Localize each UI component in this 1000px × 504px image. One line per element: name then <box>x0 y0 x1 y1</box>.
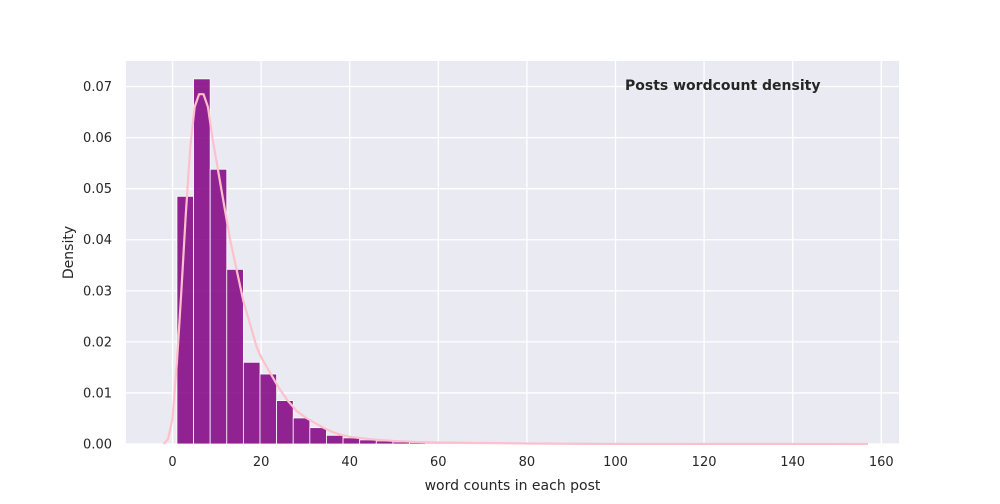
x-tick-label: 60 <box>430 455 447 470</box>
histogram-bar <box>260 374 277 444</box>
histogram-bar <box>243 362 260 444</box>
y-tick-label: 0.06 <box>83 131 112 146</box>
x-tick-label: 0 <box>168 455 176 470</box>
x-axis-label: word counts in each post <box>425 478 601 494</box>
histogram-bar <box>227 269 244 444</box>
x-tick-label: 100 <box>603 455 628 470</box>
y-axis-ticks: 0.00 0.01 0.02 0.03 0.04 0.05 0.06 0.07 <box>83 80 112 452</box>
x-tick-label: 120 <box>692 455 717 470</box>
histogram-bar <box>194 79 211 444</box>
chart-title: Posts wordcount density <box>625 78 820 94</box>
x-tick-label: 160 <box>869 455 894 470</box>
y-tick-label: 0.05 <box>83 182 112 197</box>
y-tick-label: 0.02 <box>83 335 112 350</box>
histogram-bar <box>326 435 343 444</box>
y-tick-label: 0.00 <box>83 438 112 453</box>
y-tick-label: 0.07 <box>83 80 112 95</box>
y-tick-label: 0.03 <box>83 284 112 299</box>
histogram-bar <box>310 428 327 444</box>
y-tick-label: 0.01 <box>83 386 112 401</box>
x-tick-label: 40 <box>341 455 358 470</box>
histogram-bar <box>293 418 310 444</box>
y-tick-label: 0.04 <box>83 233 112 248</box>
histogram-bar <box>277 401 294 444</box>
y-axis-label: Density <box>61 226 77 279</box>
x-axis-ticks: 0 20 40 60 80 100 120 140 160 <box>168 455 893 470</box>
x-tick-label: 140 <box>780 455 805 470</box>
x-tick-label: 80 <box>519 455 536 470</box>
x-tick-label: 20 <box>253 455 270 470</box>
